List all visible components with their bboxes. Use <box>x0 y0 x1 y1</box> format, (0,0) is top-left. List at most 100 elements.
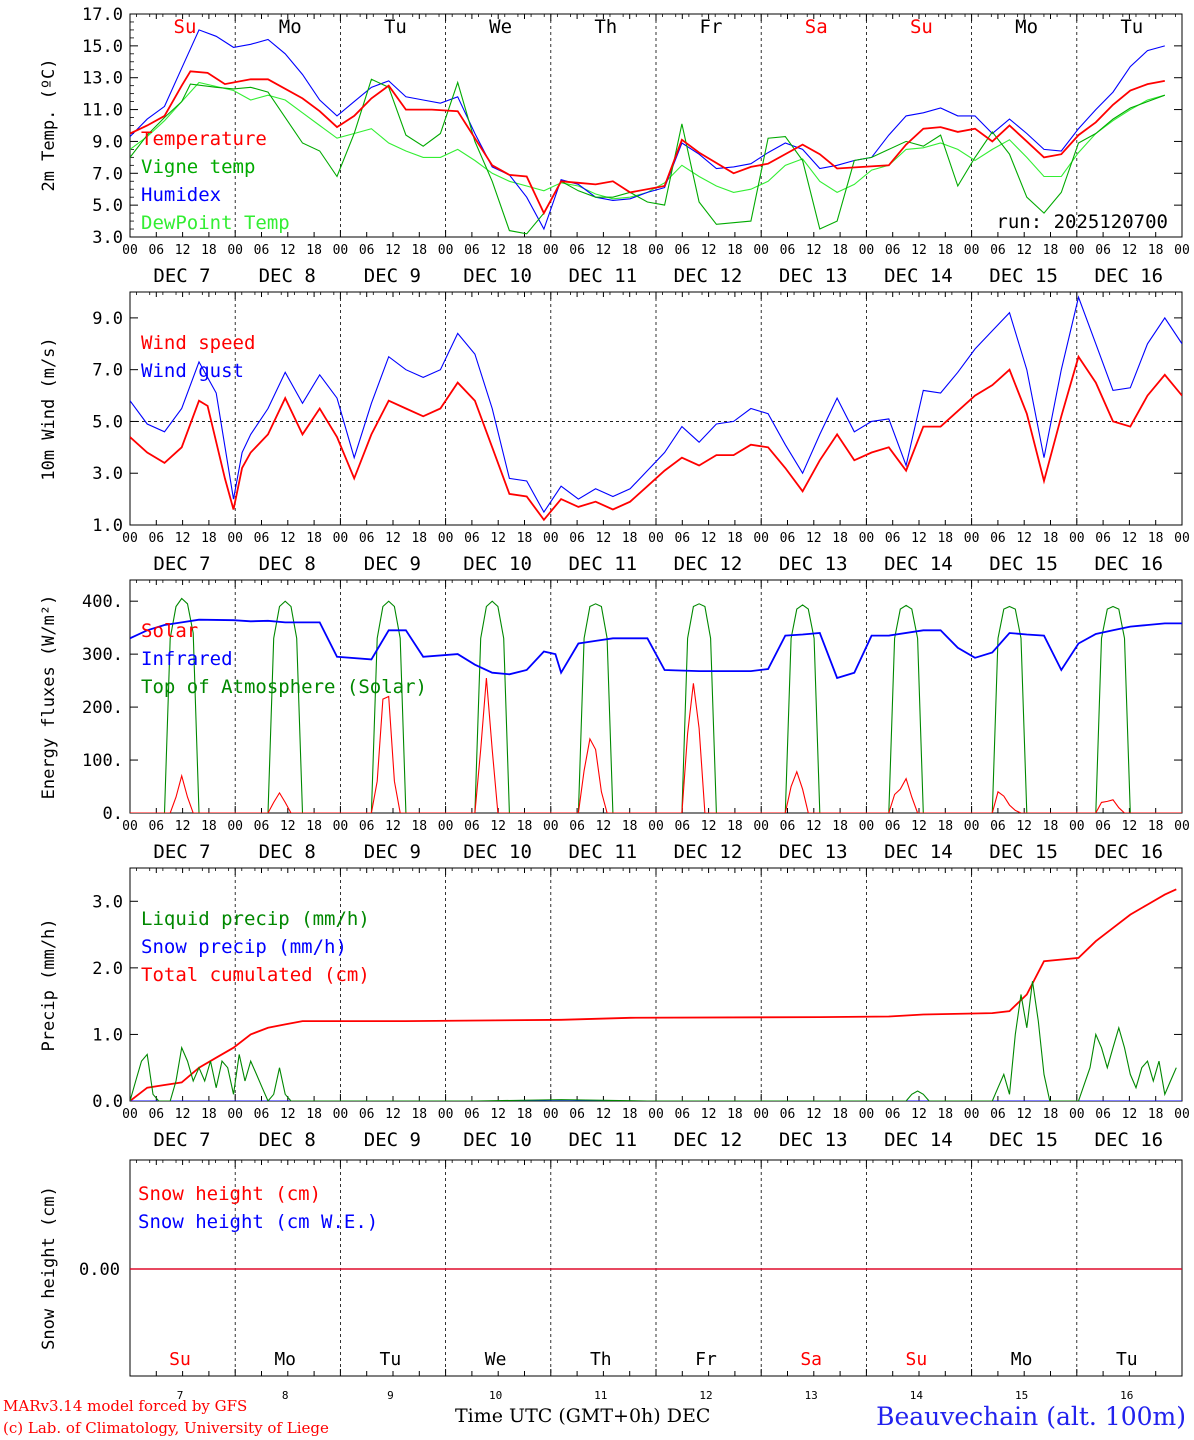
hour-tick-label: 06 <box>1095 819 1111 834</box>
hour-tick-label: 18 <box>622 531 638 546</box>
y-axis-label: Snow height (cm) <box>39 1186 59 1350</box>
hour-tick-label: 06 <box>569 243 585 258</box>
weekday-label: Tu <box>380 1349 402 1370</box>
model-credit: MARv3.14 model forced by GFS <box>3 1397 248 1415</box>
hour-tick-label: 00 <box>1174 243 1190 258</box>
legend-entry: Humidex <box>141 184 221 206</box>
weekday-label: Su <box>169 1349 191 1370</box>
y-tick-label: 17.0 <box>82 5 123 25</box>
hour-tick-label: 18 <box>1043 1107 1059 1122</box>
legend-entry: DewPoint Temp <box>141 212 290 234</box>
hour-tick-label: 00 <box>333 243 349 258</box>
hour-tick-label: 12 <box>911 1107 927 1122</box>
hour-tick-label: 12 <box>596 819 612 834</box>
y-tick-label: 1.0 <box>92 1025 123 1045</box>
hour-tick-label: 18 <box>832 1107 848 1122</box>
y-tick-label: 0.0 <box>92 1092 123 1112</box>
day-label: DEC 8 <box>259 265 316 287</box>
hour-tick-label: 12 <box>175 819 191 834</box>
day-label: DEC 14 <box>884 265 953 287</box>
hour-tick-label: 12 <box>701 1107 717 1122</box>
hour-tick-label: 06 <box>1095 243 1111 258</box>
hour-tick-label: 18 <box>306 819 322 834</box>
y-tick-label: 13.0 <box>82 69 123 89</box>
weekday-label: Tu <box>1116 1349 1138 1370</box>
hour-tick-label: 06 <box>990 243 1006 258</box>
day-label: DEC 13 <box>779 841 848 863</box>
day-label: DEC 11 <box>568 841 637 863</box>
day-label: DEC 15 <box>989 553 1058 575</box>
hour-tick-label: 12 <box>701 819 717 834</box>
day-label: DEC 16 <box>1094 265 1163 287</box>
hour-tick-label: 12 <box>596 243 612 258</box>
hour-tick-label: 12 <box>806 1107 822 1122</box>
y-tick-label: 3.0 <box>92 892 123 912</box>
y-tick-label: 1.0 <box>92 516 123 536</box>
weekday-label: Mo <box>279 16 302 38</box>
y-tick-label: 100. <box>82 751 123 771</box>
hour-tick-label: 00 <box>122 819 138 834</box>
hour-tick-label: 18 <box>306 243 322 258</box>
hour-tick-label: 06 <box>569 1107 585 1122</box>
day-label: DEC 11 <box>568 265 637 287</box>
y-tick-label: 2.0 <box>92 959 123 979</box>
weekday-label: Su <box>910 16 933 38</box>
hour-tick-label: 06 <box>780 1107 796 1122</box>
hour-tick-label: 00 <box>543 819 559 834</box>
bottom-day-number: 14 <box>910 1389 924 1402</box>
legend-entry: Total cumulated (cm) <box>141 964 370 986</box>
day-label: DEC 14 <box>884 553 953 575</box>
hour-tick-label: 18 <box>832 243 848 258</box>
hour-tick-label: 06 <box>254 531 270 546</box>
hour-tick-label: 12 <box>385 243 401 258</box>
series-line-infrared <box>130 618 1182 680</box>
hour-tick-label: 00 <box>227 531 243 546</box>
day-label: DEC 12 <box>674 1129 743 1151</box>
series-line-wind-speed <box>130 354 1182 522</box>
hour-tick-label: 12 <box>1016 243 1032 258</box>
hour-tick-label: 00 <box>753 819 769 834</box>
day-label: DEC 8 <box>259 1129 316 1151</box>
day-label: DEC 16 <box>1094 841 1163 863</box>
hour-tick-label: 00 <box>1174 819 1190 834</box>
hour-tick-label: 18 <box>1148 531 1164 546</box>
y-tick-label: 9.0 <box>92 132 123 152</box>
hour-tick-label: 00 <box>122 1107 138 1122</box>
hour-tick-label: 00 <box>648 531 664 546</box>
hour-tick-label: 00 <box>543 1107 559 1122</box>
y-tick-label: 200. <box>82 698 123 718</box>
hour-tick-label: 12 <box>1122 819 1138 834</box>
hour-tick-label: 12 <box>701 531 717 546</box>
y-tick-label: 9.0 <box>92 309 123 329</box>
hour-tick-label: 06 <box>780 243 796 258</box>
y-axis-label: 10m Wind (m/s) <box>39 337 59 480</box>
hour-tick-label: 12 <box>385 531 401 546</box>
legend-entry: Wind speed <box>141 332 255 354</box>
series-line-liquid-precip-mm-h- <box>130 981 1177 1101</box>
copyright-credit: (c) Lab. of Climatology, University of L… <box>3 1419 329 1437</box>
legend-entry: Wind gust <box>141 360 244 382</box>
day-label: DEC 14 <box>884 841 953 863</box>
hour-tick-label: 12 <box>280 819 296 834</box>
hour-tick-label: 18 <box>937 1107 953 1122</box>
hour-tick-label: 06 <box>780 531 796 546</box>
panel-energy: Energy fluxes (W/m²) 0. 100. 200. 300. 400. So… <box>39 579 1190 863</box>
hour-tick-label: 12 <box>806 819 822 834</box>
day-label: DEC 13 <box>779 1129 848 1151</box>
series-line-solar <box>130 677 1182 813</box>
legend-entry: Vigne temp <box>141 156 255 178</box>
hour-tick-label: 18 <box>727 531 743 546</box>
y-tick-label: 11.0 <box>82 101 123 121</box>
hour-tick-label: 12 <box>490 1107 506 1122</box>
day-label: DEC 9 <box>364 1129 421 1151</box>
hour-tick-label: 18 <box>622 819 638 834</box>
day-label: DEC 10 <box>463 1129 532 1151</box>
panel-wind: 10m Wind (m/s) 1.0 3.0 5.0 7.0 9.0 Wind speed W… <box>39 291 1190 575</box>
hour-tick-label: 06 <box>359 531 375 546</box>
hour-tick-label: 00 <box>859 819 875 834</box>
hour-tick-label: 18 <box>517 1107 533 1122</box>
legend-entry: Snow height (cm W.E.) <box>138 1211 378 1233</box>
hour-tick-label: 18 <box>937 531 953 546</box>
bottom-day-number: 15 <box>1015 1389 1028 1402</box>
hour-tick-label: 18 <box>1148 1107 1164 1122</box>
